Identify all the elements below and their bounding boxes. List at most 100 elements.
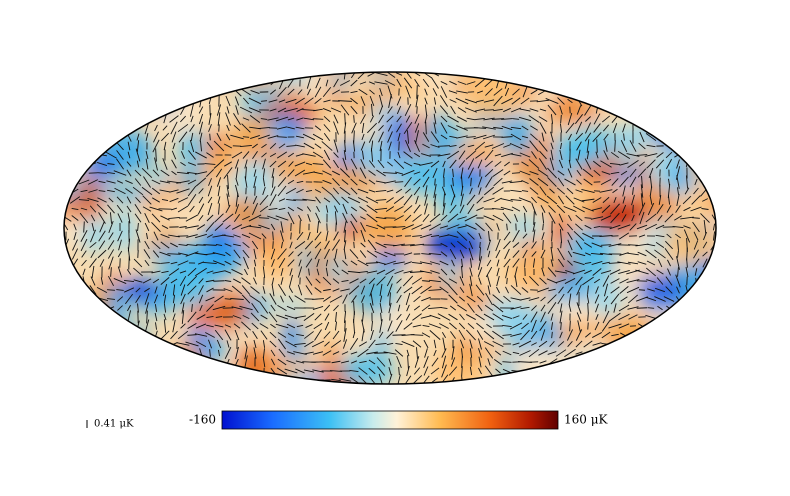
blob	[338, 218, 362, 238]
vector	[456, 135, 468, 139]
vector	[547, 351, 557, 355]
vector	[285, 98, 297, 104]
vector	[485, 292, 493, 306]
vector	[308, 268, 310, 276]
vector	[98, 230, 106, 242]
vector	[153, 231, 159, 241]
vector	[342, 203, 348, 215]
vector	[646, 243, 656, 247]
vector	[107, 163, 115, 165]
blob	[677, 115, 716, 158]
vector	[456, 125, 468, 131]
vector	[323, 304, 331, 312]
blob	[639, 342, 682, 384]
vector	[575, 351, 583, 355]
vector	[457, 107, 467, 113]
vector	[587, 322, 589, 330]
vector	[460, 185, 464, 197]
vector	[419, 270, 433, 274]
vector	[450, 269, 456, 275]
vector	[368, 367, 376, 375]
vector	[639, 161, 645, 167]
vector	[216, 104, 222, 116]
vector	[367, 122, 377, 134]
vector	[198, 285, 204, 295]
vector	[69, 196, 81, 204]
vector	[470, 177, 472, 187]
vector	[422, 169, 430, 177]
vector	[487, 250, 491, 258]
vector	[631, 214, 635, 222]
vector	[434, 178, 436, 186]
vector	[502, 212, 512, 224]
vector	[307, 214, 311, 222]
vector	[459, 204, 465, 214]
vector	[605, 304, 607, 312]
vector	[549, 157, 555, 171]
vector	[368, 189, 376, 193]
vector	[703, 231, 707, 241]
vector	[558, 213, 564, 223]
vector	[608, 262, 622, 264]
vector	[576, 105, 582, 115]
vector	[478, 356, 482, 368]
vector	[159, 251, 171, 257]
vector	[510, 107, 522, 113]
vector	[137, 222, 139, 232]
vector	[216, 339, 222, 349]
vector	[215, 168, 223, 178]
vector	[383, 351, 397, 355]
vector	[262, 158, 266, 170]
vector	[144, 319, 150, 333]
vector	[412, 235, 422, 237]
vector	[384, 72, 396, 78]
vector	[297, 284, 303, 296]
vector	[312, 151, 324, 159]
vector	[458, 296, 466, 302]
vector	[205, 332, 215, 338]
vector	[486, 323, 492, 329]
vector	[424, 203, 428, 215]
vector	[640, 193, 644, 207]
vector	[449, 144, 457, 148]
vector	[415, 94, 419, 108]
vector	[592, 342, 602, 346]
vector	[512, 250, 520, 258]
vector	[440, 86, 448, 98]
vector	[532, 258, 536, 268]
vector	[316, 258, 320, 268]
vector	[448, 313, 458, 321]
vector	[505, 286, 509, 294]
vector	[295, 360, 305, 364]
vector	[567, 260, 573, 266]
vector	[342, 212, 348, 224]
vector	[296, 108, 304, 112]
blob	[663, 357, 704, 384]
blob	[271, 152, 330, 185]
vector	[224, 329, 232, 341]
vector	[276, 151, 288, 159]
vector	[599, 235, 613, 237]
vector	[392, 334, 406, 336]
blob	[167, 261, 216, 307]
vector	[474, 141, 486, 151]
blob	[99, 347, 143, 384]
vector	[541, 132, 545, 142]
vector	[629, 140, 637, 152]
vector	[185, 214, 199, 222]
vector	[305, 276, 313, 286]
vector	[428, 306, 442, 310]
vector	[501, 97, 513, 105]
vector	[178, 252, 188, 256]
vector	[323, 124, 331, 132]
vector	[162, 284, 168, 296]
vector	[395, 320, 403, 332]
vector	[375, 180, 387, 184]
vector	[361, 150, 365, 160]
vector	[331, 170, 341, 176]
vector	[492, 303, 504, 313]
vector	[676, 193, 680, 207]
vector	[197, 261, 205, 265]
vector	[511, 172, 521, 174]
vector	[248, 225, 262, 229]
